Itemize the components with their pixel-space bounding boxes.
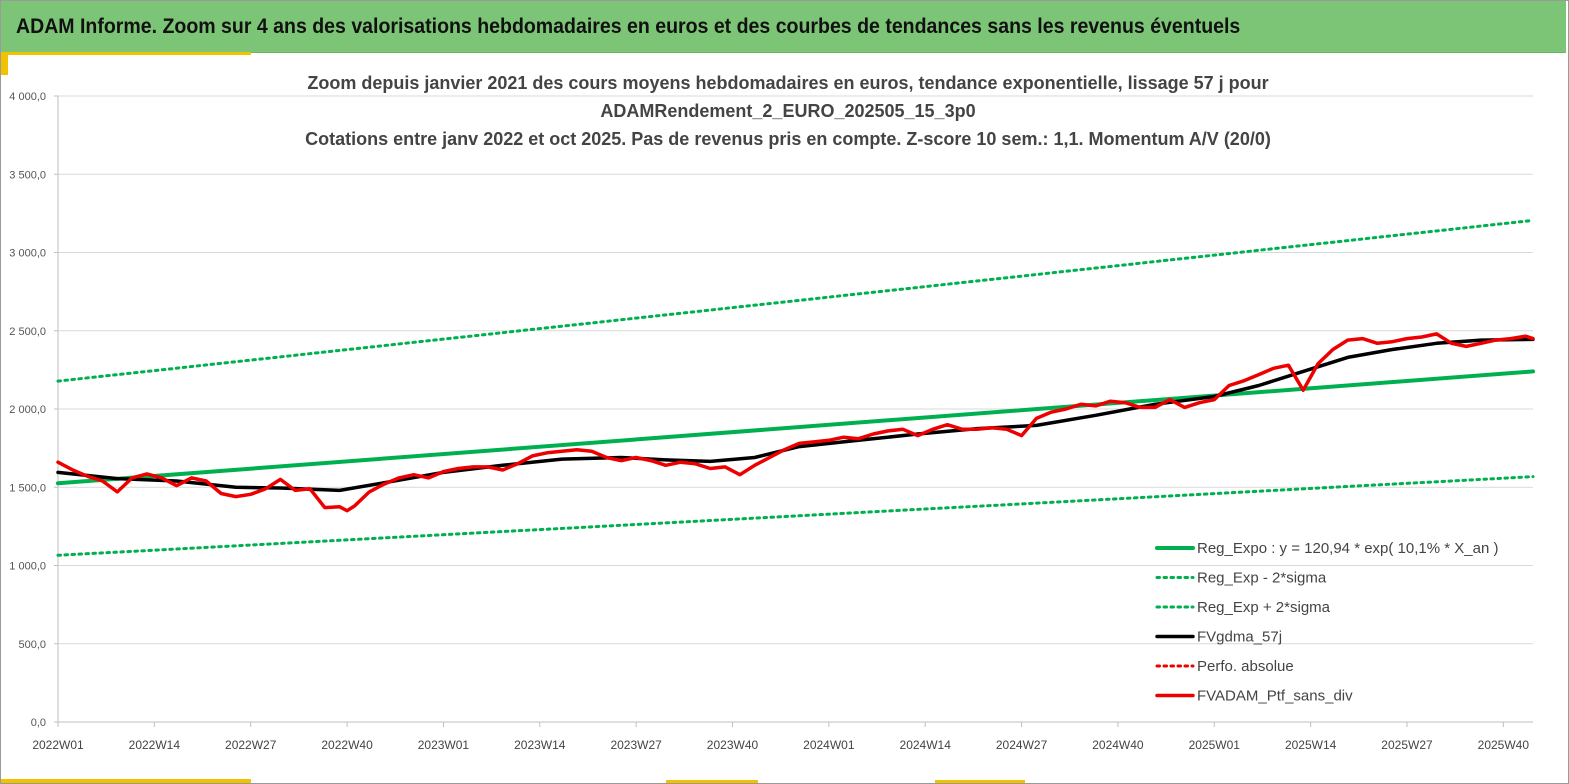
x-tick-label: 2024W01: [803, 738, 855, 752]
legend-label: Perfo. absolue: [1197, 658, 1294, 675]
accent-bar-bottom-2: [666, 780, 758, 783]
x-tick-label: 2025W40: [1478, 738, 1530, 752]
chart-title: Zoom depuis janvier 2021 des cours moyen…: [305, 73, 1271, 149]
grid-lines: [57, 95, 1533, 723]
y-tick-label: 3 000,0: [9, 248, 46, 260]
legend-label: FVADAM_Ptf_sans_div: [1197, 688, 1353, 705]
legend-label: Reg_Expo : y = 120,94 * exp( 10,1% * X_a…: [1197, 540, 1498, 557]
y-tick-label: 4 000,0: [9, 91, 46, 103]
series-line-reg-exp-2-sigma: [56, 475, 1535, 557]
legend-label: Reg_Exp + 2*sigma: [1197, 599, 1331, 616]
y-tick-label: 0,0: [31, 717, 46, 729]
series-line-reg-expo-y-120-94-exp-10-1-x-an: [56, 369, 1535, 486]
x-tick-label: 2024W40: [1092, 738, 1144, 752]
chart-title-line-1: Zoom depuis janvier 2021 des cours moyen…: [307, 73, 1268, 93]
x-tick-label: 2023W40: [707, 738, 759, 752]
x-tick-label: 2023W01: [418, 738, 470, 752]
header-banner: ADAM Informe. Zoom sur 4 ans des valoris…: [1, 1, 1566, 53]
y-tick-label: 3 500,0: [9, 169, 46, 181]
x-tick-label: 2025W27: [1381, 738, 1433, 752]
y-tick-label: 500,0: [18, 639, 46, 651]
x-tick-label: 2024W27: [996, 738, 1048, 752]
chart-title-line-3: Cotations entre janv 2022 et oct 2025. P…: [305, 129, 1271, 149]
series-line-reg-exp-2-sigma: [56, 218, 1535, 383]
y-tick-label: 1 500,0: [9, 482, 46, 494]
y-axis-ticks: 0,0 500,0 1 000,0 1 500,0 2 000,0 2 500,0 3 00…: [9, 91, 58, 729]
x-tick-label: 2022W14: [129, 738, 181, 752]
series-lines: [56, 218, 1535, 557]
x-tick-label: 2022W01: [32, 738, 84, 752]
accent-bar-top: [1, 52, 251, 55]
accent-bar-left: [1, 53, 8, 75]
legend-label: FVgdma_57j: [1197, 629, 1282, 646]
legend: Reg_Expo : y = 120,94 * exp( 10,1% * X_a…: [1155, 540, 1498, 705]
x-axis-ticks: 2022W01 2022W14 2022W27 2022W40 2023W01 2023W…: [32, 722, 1529, 752]
y-tick-label: 2 000,0: [9, 404, 46, 416]
x-tick-label: 2022W27: [225, 738, 277, 752]
accent-bar-bottom: [1, 779, 251, 783]
series-line-fvadam-ptf-sans-div: [56, 332, 1535, 513]
x-tick-label: 2023W14: [514, 738, 566, 752]
x-tick-label: 2022W40: [321, 738, 373, 752]
legend-label: Reg_Exp - 2*sigma: [1197, 570, 1327, 587]
x-tick-label: 2024W14: [900, 738, 952, 752]
accent-bar-bottom-3: [935, 780, 1025, 783]
banner-title: ADAM Informe. Zoom sur 4 ans des valoris…: [16, 15, 1241, 38]
x-tick-label: 2023W27: [610, 738, 662, 752]
y-tick-label: 1 000,0: [9, 561, 46, 573]
x-tick-label: 2025W14: [1285, 738, 1337, 752]
x-tick-label: 2025W01: [1189, 738, 1241, 752]
y-tick-label: 2 500,0: [9, 326, 46, 338]
chart-title-line-2: ADAMRendement_2_EURO_202505_15_3p0: [600, 101, 975, 121]
